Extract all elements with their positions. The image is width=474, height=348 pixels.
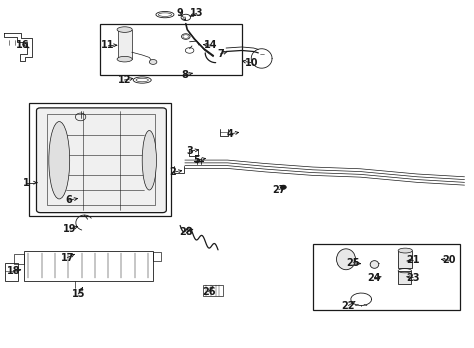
Bar (118, 30, 132, 59)
Bar (398, 271, 411, 284)
Text: 21: 21 (407, 255, 420, 265)
Bar (153, 252, 161, 261)
Text: 17: 17 (61, 253, 74, 262)
Text: 28: 28 (180, 228, 193, 237)
Text: 12: 12 (118, 75, 131, 85)
Bar (24, 251, 153, 281)
Text: 9: 9 (177, 8, 183, 18)
Text: 5: 5 (193, 155, 200, 165)
Text: 24: 24 (368, 273, 381, 283)
Text: 22: 22 (342, 301, 355, 310)
Bar (14, 254, 24, 264)
Text: 7: 7 (217, 49, 224, 59)
Ellipse shape (281, 185, 286, 189)
Bar (47, 114, 155, 205)
Ellipse shape (117, 56, 132, 62)
Text: 6: 6 (65, 195, 72, 205)
Text: 13: 13 (190, 8, 203, 18)
Ellipse shape (117, 27, 132, 32)
Text: 27: 27 (272, 185, 285, 195)
Bar (100, 24, 242, 75)
Bar (313, 244, 460, 310)
Text: 14: 14 (204, 40, 218, 50)
Text: 10: 10 (245, 58, 258, 68)
Ellipse shape (370, 261, 379, 268)
Text: 15: 15 (72, 289, 85, 299)
FancyBboxPatch shape (36, 108, 166, 213)
Text: 1: 1 (23, 178, 29, 188)
Text: 8: 8 (182, 70, 188, 80)
Text: 11: 11 (101, 40, 115, 50)
Ellipse shape (398, 248, 412, 253)
Text: 16: 16 (16, 40, 29, 49)
Text: 23: 23 (407, 273, 420, 283)
Text: 20: 20 (443, 255, 456, 265)
Ellipse shape (337, 249, 356, 270)
Text: 19: 19 (64, 224, 77, 234)
Text: 4: 4 (227, 129, 233, 139)
Bar (29, 103, 171, 216)
Bar (5, 263, 18, 281)
Text: 26: 26 (202, 287, 215, 296)
Ellipse shape (149, 60, 157, 64)
Ellipse shape (49, 121, 70, 199)
Text: 18: 18 (7, 266, 20, 276)
Bar (203, 285, 223, 296)
Ellipse shape (142, 130, 156, 190)
Text: 3: 3 (186, 147, 193, 156)
Bar (398, 251, 412, 268)
Text: 2: 2 (170, 167, 176, 177)
Text: 25: 25 (346, 258, 360, 268)
